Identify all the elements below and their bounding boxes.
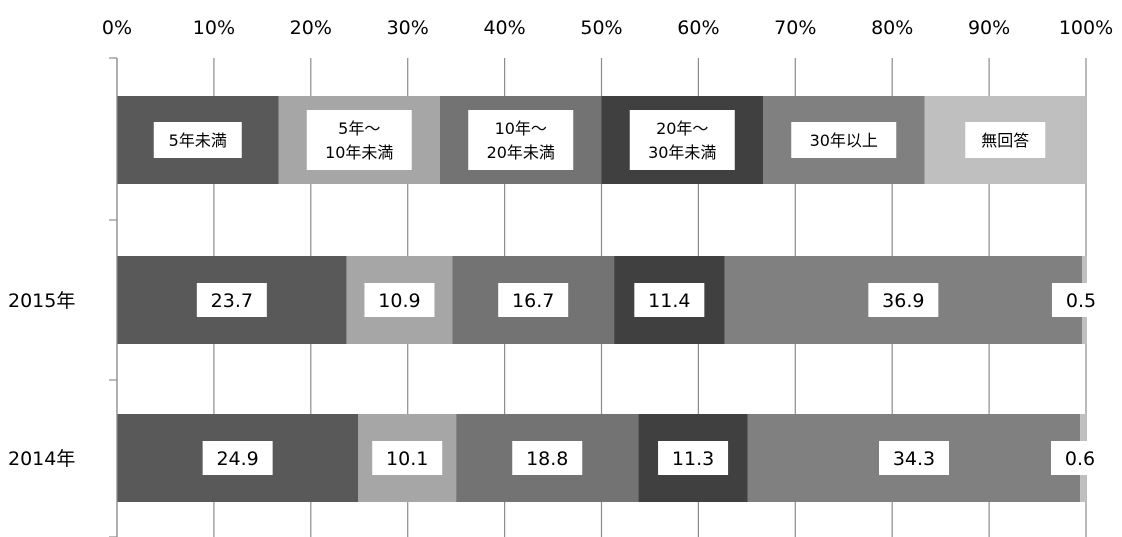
bars: 23.7 10.9 16.7 11.4 36.9 0.5 24.9 10.1 18.8 11.3 3… [117,256,1110,502]
data-label: 18.8 [526,448,568,470]
category-label: 2015年 [8,290,75,312]
x-tick-label: 60% [677,17,719,39]
data-label: 36.9 [882,290,924,312]
legend-label-box [153,122,242,158]
legend-label: 30年以上 [810,131,878,150]
data-label: 0.5 [1066,290,1096,312]
data-label: 11.4 [648,290,690,312]
data-label-box [868,283,939,317]
x-tick-label: 50% [580,17,622,39]
data-label-box [634,283,705,317]
legend-label: 5年～ 10年未満 [325,119,393,162]
data-label-box [879,441,950,475]
legend-label-box [629,110,735,170]
data-label: 24.9 [216,448,258,470]
data-label: 16.7 [512,290,554,312]
legend-label-box [468,110,574,170]
data-label-box [364,283,435,317]
data-label: 10.9 [378,290,420,312]
data-label-box [658,441,729,475]
legend-label-box [965,122,1046,158]
data-label: 23.7 [211,290,253,312]
legend-label: 無回答 [981,131,1029,150]
x-tick-label: 100% [1059,17,1113,39]
x-tick-label: 0% [102,17,132,39]
data-label-box [1051,283,1110,317]
data-label-box [372,441,443,475]
legend-label: 10年～ 20年未満 [487,119,555,162]
data-label: 10.1 [386,448,428,470]
data-label-box [202,441,273,475]
data-label-box [512,441,583,475]
data-label: 0.6 [1065,448,1095,470]
data-label: 11.3 [672,448,714,470]
x-tick-label: 90% [968,17,1010,39]
data-label-box [196,283,267,317]
x-tick-label: 70% [774,17,816,39]
x-tick-label: 40% [483,17,525,39]
legend-label: 5年未満 [169,131,227,150]
x-tick-label: 30% [387,17,429,39]
legend: 5年未満 5年～ 10年未満 10年～ 20年未満 20年～ 30年未満 30年以上 無回答 [117,96,1086,184]
x-tick-label: 20% [290,17,332,39]
data-label-box [498,283,569,317]
data-label: 34.3 [893,448,935,470]
legend-label-box [791,122,897,158]
axes: 0% 10% 20% 30% 40% 50% 60% 70% 80% 90% 100% 2015年 20… [8,17,1113,537]
x-tick-label: 80% [871,17,913,39]
data-label-box [1051,441,1109,475]
x-tick-label: 10% [193,17,235,39]
legend-label-box [306,110,412,170]
category-label: 2014年 [8,448,75,470]
legend-label: 20年～ 30年未満 [648,119,716,162]
